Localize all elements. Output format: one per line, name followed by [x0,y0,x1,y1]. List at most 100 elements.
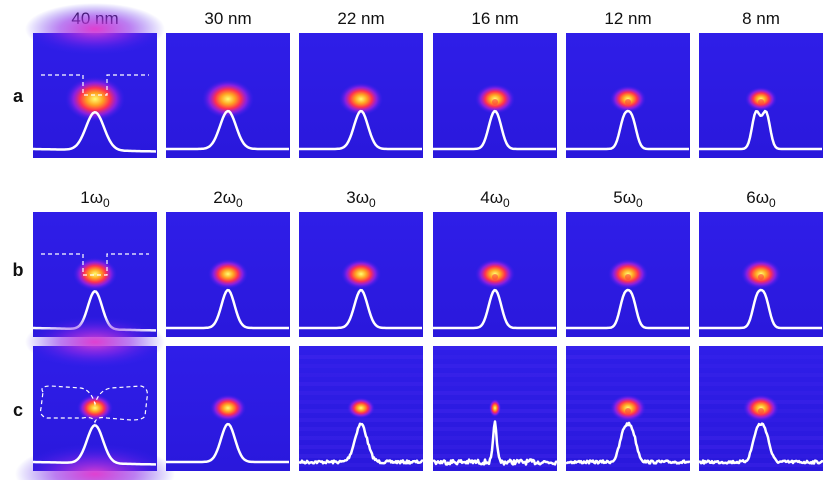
hotspot [73,257,117,291]
header-subscript: 0 [636,196,643,210]
column-header: 30 nm [204,9,251,28]
profile-curve [166,422,289,464]
hotspot-dip [758,274,764,280]
noise-band [566,391,690,395]
hotspot [347,397,375,419]
profile-curve [566,288,689,330]
column-header: 2ω0 [213,188,243,210]
noise-band [699,346,823,350]
noise-band [299,427,423,431]
noise-band [566,355,690,359]
field-panel [25,3,165,158]
bottom-glow [15,444,175,480]
hotspot-dip [625,99,631,105]
noise-band [699,364,823,368]
noise-band [433,391,557,395]
field-panel [166,33,290,158]
header-text: 2ω [213,188,236,207]
noise-band [566,382,690,386]
noise-band [699,445,823,449]
noise-band [299,418,423,422]
column-header: 6ω0 [746,188,776,210]
field-panel [166,346,290,471]
profile-curve [699,288,822,330]
hotspot [208,259,248,289]
top-glow [25,316,165,368]
hotspot-dip [758,99,764,105]
field-panel [166,212,290,337]
profile-curve [166,109,289,151]
noise-band [699,436,823,440]
profile-curve [565,421,691,465]
noise-band [566,445,690,449]
column-header: 16 nm [471,9,518,28]
noise-band [299,355,423,359]
noise-band [566,427,690,431]
noise-band [433,436,557,440]
profile-curve [433,109,556,151]
noise-band [299,391,423,395]
field-panel [566,212,690,337]
hotspot [341,259,381,289]
header-text: 6ω [746,188,769,207]
noise-band [699,382,823,386]
noise-band [433,355,557,359]
field-panel [566,33,690,158]
header-subscript: 0 [769,196,776,210]
column-header: 3ω0 [346,188,376,210]
noise-band [566,346,690,350]
hotspot [77,394,113,422]
hotspot-dip [492,99,498,105]
profile-curve [432,420,558,466]
hotspot [339,82,383,116]
profile-curve [299,109,422,151]
field-panel [15,316,175,480]
hotspot [489,399,501,417]
row-label: c [13,400,23,420]
structure-outline [41,74,149,96]
header-subscript: 0 [236,196,243,210]
noise-band [699,454,823,458]
row-label: b [13,260,24,280]
profile-curve [698,422,824,465]
noise-band [566,463,690,467]
noise-band [433,382,557,386]
hotspot [65,76,125,122]
field-panel [432,346,558,471]
field-panel [433,212,557,337]
noise-band [299,373,423,377]
header-text: 4ω [480,188,503,207]
profile-curve [433,288,556,330]
noise-band [433,346,557,350]
noise-band [433,454,557,458]
structure-outline [40,385,148,424]
header-text: 3ω [346,188,369,207]
noise-band [433,445,557,449]
noise-band [299,364,423,368]
row-label: a [13,86,24,106]
noise-band [299,454,423,458]
noise-band [566,436,690,440]
field-panel [298,346,424,471]
noise-band [433,373,557,377]
header-subscript: 0 [369,196,376,210]
field-panel [299,212,423,337]
field-panel [698,346,824,471]
noise-band [299,445,423,449]
noise-band [699,427,823,431]
field-panel [299,33,423,158]
column-header: 4ω0 [480,188,510,210]
noise-band [699,463,823,467]
top-glow [25,3,165,55]
noise-band [566,373,690,377]
profile-curve [33,424,157,466]
profile-curve [298,422,424,465]
profile-curve [33,111,157,153]
column-header: 1ω0 [80,188,110,210]
noise-band [299,382,423,386]
header-subscript: 0 [103,196,110,210]
column-header: 12 nm [604,9,651,28]
hotspot [202,79,254,119]
column-header: 8 nm [742,9,780,28]
noise-band [299,346,423,350]
